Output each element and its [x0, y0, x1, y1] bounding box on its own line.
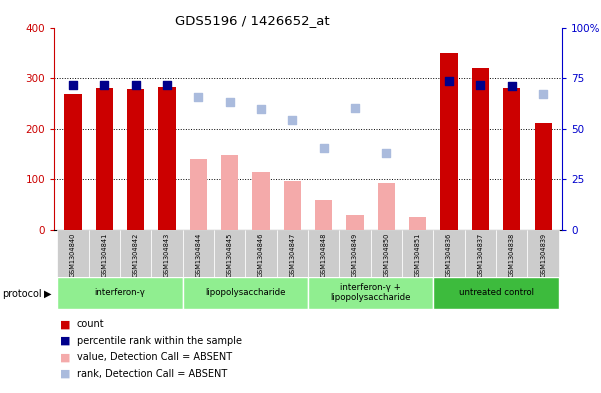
Text: ■: ■	[60, 352, 70, 362]
Bar	[496, 230, 528, 277]
Text: interferon-γ +
lipopolysaccharide: interferon-γ + lipopolysaccharide	[331, 283, 411, 303]
Bar	[183, 277, 308, 309]
Point	[538, 91, 548, 97]
Bar	[315, 200, 332, 230]
Point	[162, 81, 172, 88]
Bar	[245, 230, 276, 277]
Bar	[151, 230, 183, 277]
Text: percentile rank within the sample: percentile rank within the sample	[77, 336, 242, 346]
Text: lipopolysaccharide: lipopolysaccharide	[205, 288, 285, 297]
Text: GSM1304839: GSM1304839	[540, 233, 546, 277]
Point	[507, 83, 517, 89]
Bar	[441, 53, 458, 230]
Text: GSM1304837: GSM1304837	[477, 233, 483, 277]
Bar	[409, 217, 426, 230]
Text: rank, Detection Call = ABSENT: rank, Detection Call = ABSENT	[77, 369, 227, 379]
Point	[256, 107, 266, 113]
Text: GSM1304841: GSM1304841	[101, 233, 107, 277]
Text: GSM1304849: GSM1304849	[352, 233, 358, 277]
Point	[475, 81, 485, 88]
Bar	[346, 215, 364, 230]
Bar	[127, 89, 144, 230]
Bar	[64, 94, 82, 230]
Point	[287, 116, 297, 123]
Bar	[503, 88, 520, 230]
Bar	[378, 184, 395, 230]
Text: count: count	[77, 319, 105, 329]
Bar	[465, 230, 496, 277]
Point	[444, 77, 454, 84]
Bar	[371, 230, 402, 277]
Bar	[158, 87, 175, 230]
Bar	[221, 155, 238, 230]
Text: protocol: protocol	[2, 289, 41, 299]
Bar	[528, 230, 559, 277]
Bar	[57, 230, 88, 277]
Bar	[252, 172, 270, 230]
Bar	[308, 230, 340, 277]
Text: GSM1304836: GSM1304836	[446, 233, 452, 277]
Point	[350, 105, 360, 112]
Text: GSM1304848: GSM1304848	[321, 233, 327, 277]
Text: value, Detection Call = ABSENT: value, Detection Call = ABSENT	[77, 352, 232, 362]
Point	[382, 150, 391, 156]
Bar	[214, 230, 245, 277]
Text: interferon-γ: interferon-γ	[94, 288, 145, 297]
Point	[131, 81, 141, 88]
Point	[194, 94, 203, 101]
Bar	[88, 230, 120, 277]
Bar	[276, 230, 308, 277]
Bar	[57, 277, 183, 309]
Point	[319, 145, 329, 151]
Point	[225, 99, 234, 106]
Text: GSM1304840: GSM1304840	[70, 233, 76, 277]
Bar	[96, 88, 113, 230]
Bar	[308, 277, 433, 309]
Bar	[472, 68, 489, 230]
Text: untreated control: untreated control	[459, 288, 534, 297]
Bar	[402, 230, 433, 277]
Bar	[120, 230, 151, 277]
Text: GSM1304838: GSM1304838	[509, 233, 515, 277]
Bar	[183, 230, 214, 277]
Bar	[433, 277, 559, 309]
Bar	[433, 230, 465, 277]
Text: ■: ■	[60, 336, 70, 346]
Text: GSM1304850: GSM1304850	[383, 233, 389, 277]
Text: GSM1304847: GSM1304847	[289, 233, 295, 277]
Text: GSM1304842: GSM1304842	[133, 233, 139, 277]
Bar	[534, 123, 552, 230]
Text: ▶: ▶	[44, 289, 51, 299]
Point	[99, 81, 109, 88]
Text: GSM1304843: GSM1304843	[164, 233, 170, 277]
Text: ■: ■	[60, 319, 70, 329]
Bar	[190, 159, 207, 230]
Text: GSM1304845: GSM1304845	[227, 233, 233, 277]
Text: GSM1304844: GSM1304844	[195, 233, 201, 277]
Bar	[340, 230, 371, 277]
Text: GSM1304851: GSM1304851	[415, 233, 421, 277]
Point	[68, 81, 78, 88]
Text: ■: ■	[60, 369, 70, 379]
Text: GDS5196 / 1426652_at: GDS5196 / 1426652_at	[175, 14, 330, 27]
Bar	[284, 181, 301, 230]
Text: GSM1304846: GSM1304846	[258, 233, 264, 277]
